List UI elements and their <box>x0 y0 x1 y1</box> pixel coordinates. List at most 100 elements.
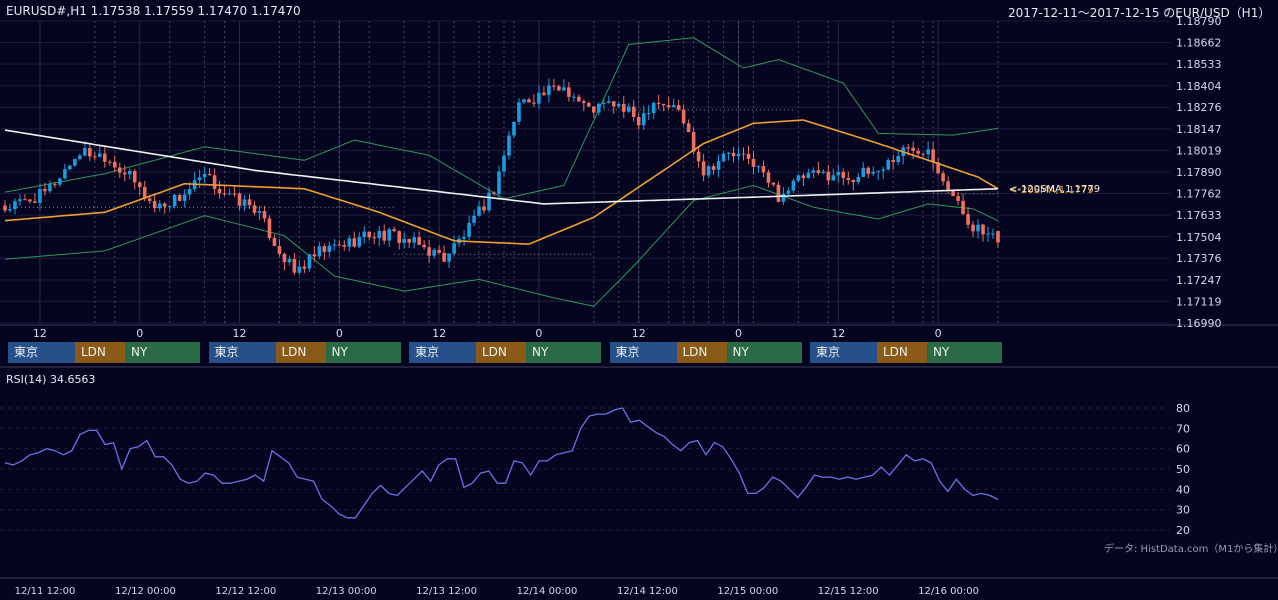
sma20-label: <-20SMA,1.1779 <box>1009 185 1094 196</box>
candle-body <box>172 194 177 207</box>
candle-body <box>442 252 446 262</box>
candle-body <box>68 165 72 170</box>
candle-body <box>826 171 831 181</box>
rsi-line <box>4 407 999 519</box>
candle-body <box>651 102 656 114</box>
candle-body <box>731 152 736 157</box>
candle-body <box>626 106 631 112</box>
candle-body <box>48 184 52 192</box>
candle-body <box>966 214 970 225</box>
price-tick-label: 1.16990 <box>1176 317 1222 330</box>
candle-body <box>981 224 985 235</box>
candle-body <box>347 238 352 247</box>
candle-body <box>726 152 731 154</box>
candle-body <box>866 167 871 174</box>
candle-body <box>806 172 811 179</box>
rsi-tick-label: 80 <box>1176 402 1190 415</box>
candle-body <box>527 99 531 103</box>
candle-body <box>242 199 247 206</box>
price-tick-label: 1.18790 <box>1176 15 1222 28</box>
candle-body <box>427 247 431 256</box>
candle-body <box>666 105 671 108</box>
candle-body <box>921 153 925 155</box>
candle-body <box>517 102 521 122</box>
candle-body <box>641 113 646 126</box>
session-box-ldn: LDN <box>877 342 927 363</box>
candle-body <box>701 161 706 176</box>
candle-body <box>851 179 856 183</box>
candle-body <box>287 258 292 263</box>
candle-body <box>816 170 821 173</box>
candle-body <box>247 199 252 206</box>
candle-body <box>152 200 157 209</box>
candle-body <box>132 170 137 183</box>
candle-body <box>691 132 696 152</box>
candle-body <box>317 246 322 257</box>
candle-body <box>33 201 37 203</box>
candle-body <box>621 104 626 112</box>
candlesticks <box>3 78 1000 276</box>
rsi-tick-label: 20 <box>1176 524 1190 537</box>
candle-body <box>162 203 167 207</box>
candle-body <box>267 218 272 239</box>
candle-body <box>182 194 187 201</box>
candle-body <box>552 85 556 87</box>
candle-body <box>322 246 327 252</box>
candle-body <box>387 229 392 241</box>
candle-body <box>926 149 930 155</box>
session-box-tokyo: 東京 <box>8 342 75 363</box>
candle-body <box>422 244 426 248</box>
candle-body <box>831 175 836 181</box>
candle-body <box>447 253 451 262</box>
candle-body <box>337 244 342 246</box>
candle-body <box>646 113 651 115</box>
session-box-tokyo: 東京 <box>409 342 476 363</box>
candle-body <box>991 233 995 235</box>
time-tick-top: 12 <box>432 327 446 340</box>
candle-body <box>462 236 466 239</box>
candle-body <box>656 102 661 104</box>
candle-body <box>781 193 786 202</box>
candle-body <box>217 188 222 194</box>
candle-body <box>227 193 232 195</box>
candle-body <box>102 153 107 162</box>
rsi-tick-label: 70 <box>1176 422 1190 435</box>
time-tick-bottom: 12/11 12:00 <box>15 586 76 597</box>
candle-body <box>976 224 980 232</box>
candle-body <box>38 189 42 203</box>
candle-body <box>537 92 541 104</box>
candle-body <box>78 155 82 159</box>
candle-body <box>971 224 975 232</box>
time-tick-top: 0 <box>136 327 143 340</box>
candle-body <box>272 238 277 247</box>
session-box-ny: NY <box>726 342 802 363</box>
candle-body <box>696 151 701 162</box>
candle-body <box>432 249 436 256</box>
time-tick-top: 0 <box>535 327 542 340</box>
candle-body <box>567 87 571 97</box>
candle-body <box>117 167 122 173</box>
price-tick-label: 1.17633 <box>1176 209 1222 222</box>
candle-body <box>941 173 945 182</box>
candle-body <box>312 254 317 257</box>
candle-body <box>497 171 501 194</box>
candle-body <box>512 121 516 136</box>
chart-header-symbol: EURUSD#,H1 1.17538 1.17559 1.17470 1.174… <box>6 4 301 18</box>
time-tick-top: 0 <box>336 327 343 340</box>
session-box-ldn: LDN <box>75 342 125 363</box>
time-tick-bottom: 12/14 12:00 <box>617 586 678 597</box>
candle-body <box>167 206 172 208</box>
candle-body <box>592 106 596 113</box>
candle-body <box>896 156 901 163</box>
candle-body <box>736 153 741 157</box>
candle-body <box>681 109 686 124</box>
candle-body <box>636 116 641 126</box>
candle-body <box>362 231 367 238</box>
candle-body <box>43 189 47 192</box>
candle-body <box>377 230 382 239</box>
candle-body <box>292 258 297 273</box>
candle-body <box>996 231 1000 243</box>
rsi-tick-label: 40 <box>1176 483 1190 496</box>
candle-body <box>686 123 691 133</box>
